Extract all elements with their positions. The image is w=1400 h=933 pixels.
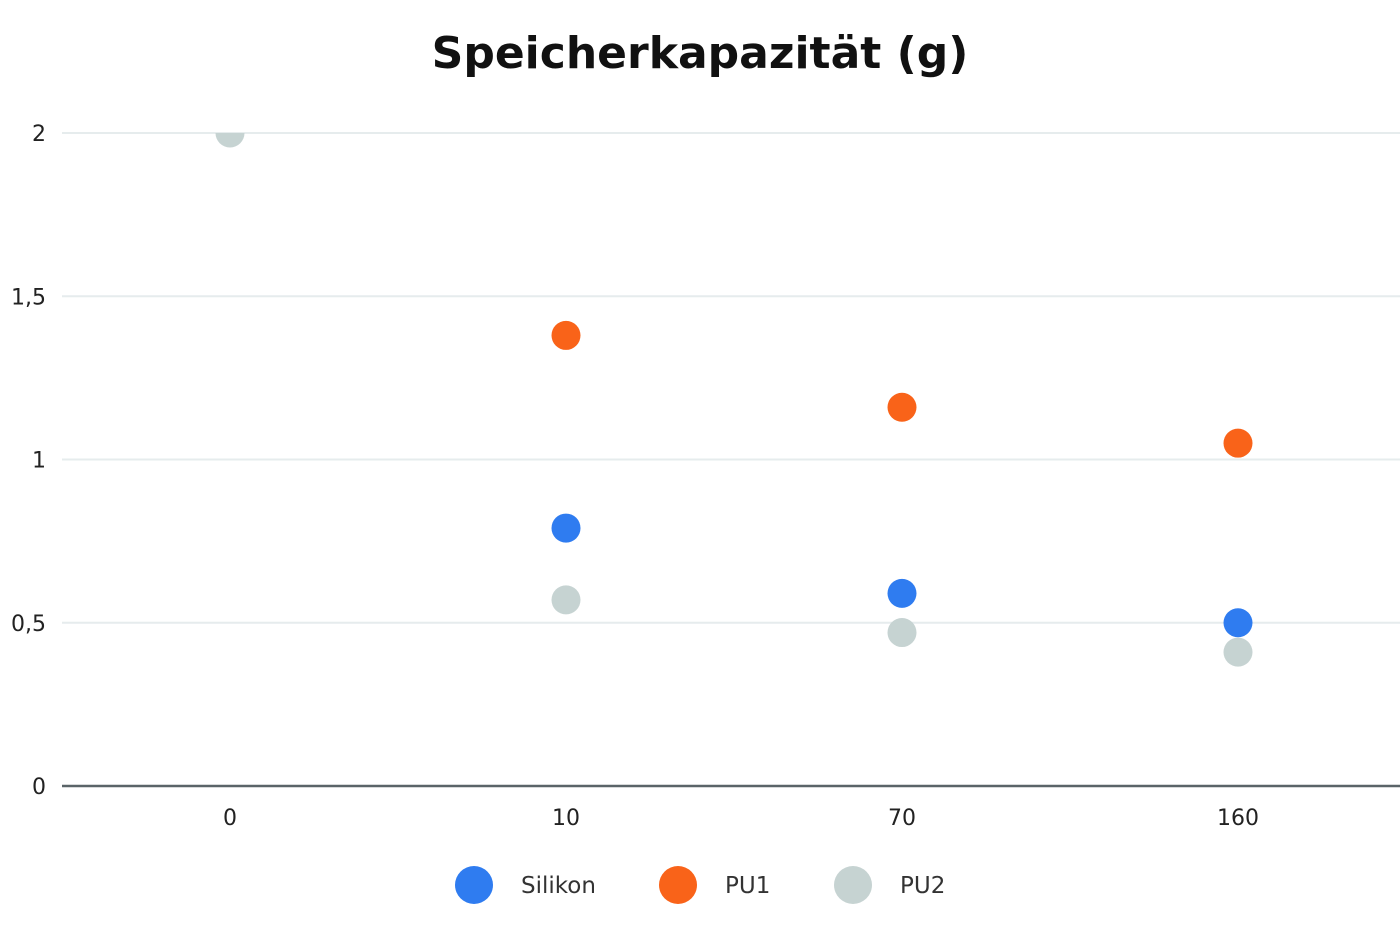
- data-point-pu2: [215, 133, 245, 148]
- data-point-pu2: [1223, 637, 1253, 667]
- chart-title: Speicherkapazität (g): [431, 28, 969, 79]
- legend-marker-pu1: [659, 866, 697, 904]
- x-tick-label: 70: [888, 806, 916, 831]
- legend-label-pu1: PU1: [725, 873, 770, 899]
- data-point-pu1: [551, 320, 581, 350]
- y-tick-label: 2: [32, 122, 46, 147]
- data-point-silikon: [551, 513, 581, 543]
- data-point-pu2: [887, 618, 917, 648]
- y-tick-label: 0: [32, 775, 46, 800]
- legend-marker-silikon: [455, 866, 493, 904]
- legend-marker-pu2: [834, 866, 872, 904]
- legend-label-silikon: Silikon: [521, 873, 596, 899]
- data-point-pu2: [551, 585, 581, 615]
- data-point-silikon: [887, 578, 917, 608]
- y-tick-label: 1: [32, 449, 46, 474]
- data-point-silikon: [1223, 608, 1253, 638]
- x-tick-label: 160: [1217, 806, 1259, 831]
- data-point-pu1: [887, 392, 917, 422]
- y-tick-label: 1,5: [11, 285, 46, 310]
- y-tick-label: 0,5: [11, 612, 46, 637]
- x-tick-label: 0: [223, 806, 237, 831]
- data-point-pu1: [1223, 428, 1253, 458]
- x-tick-label: 10: [552, 806, 580, 831]
- legend-label-pu2: PU2: [900, 873, 945, 899]
